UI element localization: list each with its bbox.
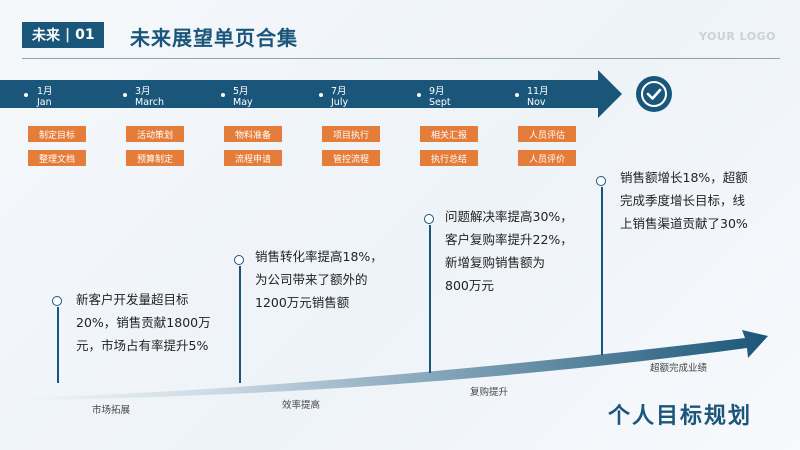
milestone-pin bbox=[596, 176, 606, 186]
task-tag: 预算制定 bbox=[126, 150, 184, 166]
curve-label: 复购提升 bbox=[470, 387, 509, 398]
milestone-line bbox=[601, 187, 603, 355]
month-sept: 9月 Sept bbox=[429, 86, 451, 108]
section-label: 未来 bbox=[32, 28, 60, 44]
month-mar: 3月 March bbox=[135, 86, 164, 108]
milestone-text: 销售额增长18%，超额 完成季度增长目标，线 上销售渠道贡献了30% bbox=[620, 170, 748, 231]
milestone-line bbox=[239, 266, 241, 383]
month-may: 5月 May bbox=[233, 86, 253, 108]
milestone-text: 销售转化率提高18%， 为公司带来了额外的 1200万元销售额 bbox=[255, 249, 383, 310]
task-tag: 相关汇报 bbox=[420, 126, 478, 142]
milestone-pin bbox=[52, 296, 62, 306]
task-tag: 活动策划 bbox=[126, 126, 184, 142]
header-divider bbox=[22, 58, 780, 59]
task-tag: 人员评估 bbox=[518, 126, 576, 142]
milestone-text: 新客户开发量超目标 20%，销售贡献1800万 元，市场占有率提升5% bbox=[76, 292, 211, 353]
task-tag: 人员评价 bbox=[518, 150, 576, 166]
task-tag: 执行总结 bbox=[420, 150, 478, 166]
month-jul: 7月 July bbox=[331, 86, 349, 108]
task-tag: 制定目标 bbox=[28, 126, 86, 142]
curve-label: 市场拓展 bbox=[92, 405, 131, 416]
milestone-pin bbox=[424, 214, 434, 224]
page-title: 未来展望单页合集 bbox=[130, 26, 298, 50]
task-tag: 项目执行 bbox=[322, 126, 380, 142]
check-icon bbox=[636, 76, 672, 112]
month-jan: 1月 Jan bbox=[37, 86, 53, 108]
footer-title: 个人目标规划 bbox=[607, 404, 752, 429]
section-tag: 未来 | 01 bbox=[22, 22, 104, 48]
month-dot bbox=[24, 93, 28, 97]
task-tag: 管控流程 bbox=[322, 150, 380, 166]
milestone-pin bbox=[234, 255, 244, 265]
section-separator: | bbox=[65, 27, 71, 43]
timeline-arrow bbox=[0, 70, 622, 118]
milestone-line bbox=[57, 307, 59, 383]
task-tag: 物料准备 bbox=[224, 126, 282, 142]
curve-label: 效率提高 bbox=[282, 400, 321, 411]
milestone-line bbox=[429, 225, 431, 373]
milestone-text: 问题解决率提高30%， 客户复购率提升22%， 新增复购销售额为 800万元 bbox=[445, 209, 573, 293]
month-dot bbox=[123, 93, 127, 97]
curve-label: 超额完成业绩 bbox=[650, 363, 708, 374]
month-dot bbox=[417, 93, 421, 97]
month-dot bbox=[515, 93, 519, 97]
month-dot bbox=[221, 93, 225, 97]
task-tag: 整理文档 bbox=[28, 150, 86, 166]
month-dot bbox=[319, 93, 323, 97]
section-number: 01 bbox=[75, 27, 95, 43]
logo: YOUR LOGO bbox=[698, 30, 776, 43]
month-nov: 11月 Nov bbox=[527, 86, 549, 108]
task-tag: 流程申请 bbox=[224, 150, 282, 166]
